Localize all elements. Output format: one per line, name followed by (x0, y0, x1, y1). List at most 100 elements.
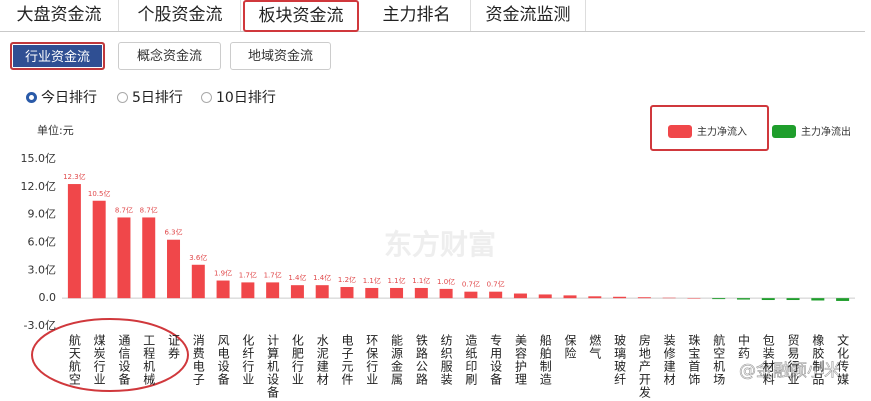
radio-dot[interactable] (201, 92, 212, 103)
y-tick-label: 3.0亿 (28, 263, 57, 276)
bar (736, 298, 750, 300)
bar (687, 297, 701, 299)
bar (191, 264, 205, 299)
x-tick-label: 造纸印刷 (464, 334, 478, 386)
bar (464, 291, 478, 299)
x-tick-label: 船舶制造 (538, 334, 552, 386)
bar (563, 295, 577, 299)
radio-label: 5日排行 (132, 90, 183, 106)
x-tick-label: 风电设备 (216, 334, 230, 386)
value-label: 0.7亿 (462, 280, 480, 289)
x-tick-label: 航天航空 (67, 333, 81, 386)
legend-label: 主力净流入 (697, 125, 747, 138)
x-tick-label: 航空机场 (712, 333, 726, 386)
tab-bar: 大盘资金流 个股资金流 板块资金流 主力排名 资金流监测 (0, 0, 865, 32)
bar (513, 293, 527, 299)
x-tick-label: 化肥行业 (290, 334, 304, 386)
bar (365, 287, 379, 299)
radio-option[interactable]: 5日排行 (117, 88, 183, 108)
radio-dot[interactable] (117, 92, 128, 103)
highlight-box (650, 105, 769, 151)
tab[interactable]: 大盘资金流 (0, 0, 119, 31)
bar (241, 282, 255, 299)
x-tick-label: 纺织服装 (439, 334, 453, 386)
legend-label: 主力净流出 (801, 125, 851, 138)
bar (613, 296, 627, 299)
unit-label: 单位:元 (37, 123, 74, 137)
x-tick-label: 装修建材 (662, 334, 676, 386)
legend-swatch (668, 125, 692, 138)
value-label: 8.7亿 (115, 205, 133, 214)
x-tick-label: 中药 (736, 333, 750, 360)
bar (266, 282, 280, 299)
value-label: 1.7亿 (264, 270, 282, 279)
radio-option[interactable]: 今日排行 (26, 88, 97, 108)
y-tick-label: -3.0亿 (24, 319, 56, 332)
x-tick-label: 燃气 (588, 333, 602, 360)
bar (439, 288, 453, 299)
bar (489, 291, 503, 299)
x-tick-label: 保险 (563, 334, 577, 360)
bar (662, 297, 676, 299)
bar (414, 287, 428, 299)
value-label: 0.7亿 (487, 280, 505, 289)
value-label: 6.3亿 (164, 228, 182, 237)
chart-watermark: 东方财富 (384, 228, 496, 261)
value-label: 1.1亿 (412, 276, 430, 285)
watermark: @金融颜小米 (739, 361, 841, 381)
bar (216, 280, 230, 299)
bar (588, 296, 602, 299)
sub-tab[interactable]: 行业资金流 (10, 42, 105, 70)
value-label: 1.7亿 (239, 270, 257, 279)
tab[interactable]: 资金流监测 (471, 0, 586, 31)
value-label: 1.4亿 (313, 273, 331, 282)
x-tick-label: 文化传媒 (836, 333, 850, 386)
x-tick-label: 工程机械 (142, 334, 156, 386)
sub-tab[interactable]: 概念资金流 (118, 42, 221, 70)
value-label: 3.6亿 (189, 253, 207, 262)
x-tick-label: 消费电子 (191, 334, 205, 386)
y-tick-label: 6.0亿 (28, 236, 57, 249)
bar (92, 200, 106, 299)
value-label: 1.0亿 (437, 277, 455, 286)
tab[interactable]: 板块资金流 (243, 0, 359, 32)
legend-swatch (772, 125, 796, 138)
tab[interactable]: 主力排名 (363, 0, 471, 31)
x-tick-label: 环保行业 (365, 334, 379, 386)
bar (67, 184, 81, 299)
value-label: 1.2亿 (338, 275, 356, 284)
radio-label: 10日排行 (216, 90, 276, 106)
x-tick-label: 铁路公路 (414, 334, 428, 386)
value-label: 10.5亿 (88, 189, 111, 198)
x-tick-label: 计算机设备 (266, 334, 280, 399)
x-tick-label: 贸易行业 (786, 334, 800, 386)
bar (637, 297, 651, 299)
bar (290, 285, 304, 299)
x-tick-label: 房地产开发 (637, 333, 651, 399)
bar (761, 298, 775, 301)
radio-label: 今日排行 (41, 90, 97, 106)
x-tick-label: 专用设备 (489, 333, 503, 386)
tab[interactable]: 个股资金流 (120, 0, 241, 31)
value-label: 1.4亿 (288, 273, 306, 282)
x-tick-label: 美容护理 (513, 334, 527, 386)
bar (117, 217, 131, 299)
bar (538, 294, 552, 299)
x-tick-label: 能源金属 (390, 334, 404, 386)
sub-tab[interactable]: 地域资金流 (230, 42, 331, 70)
highlight-ellipse (31, 318, 189, 392)
bar (340, 287, 354, 299)
radio-option[interactable]: 10日排行 (201, 88, 276, 108)
bar (712, 298, 726, 300)
bar (315, 285, 329, 299)
x-tick-label: 通信设备 (117, 334, 131, 386)
bar (836, 298, 850, 301)
radio-dot[interactable] (26, 92, 37, 103)
y-tick-label: 15.0亿 (21, 152, 57, 165)
x-tick-label: 珠宝首饰 (687, 334, 701, 386)
bar (786, 298, 800, 301)
x-tick-label: 煤炭行业 (92, 334, 106, 386)
y-tick-label: 0.0 (39, 291, 57, 304)
